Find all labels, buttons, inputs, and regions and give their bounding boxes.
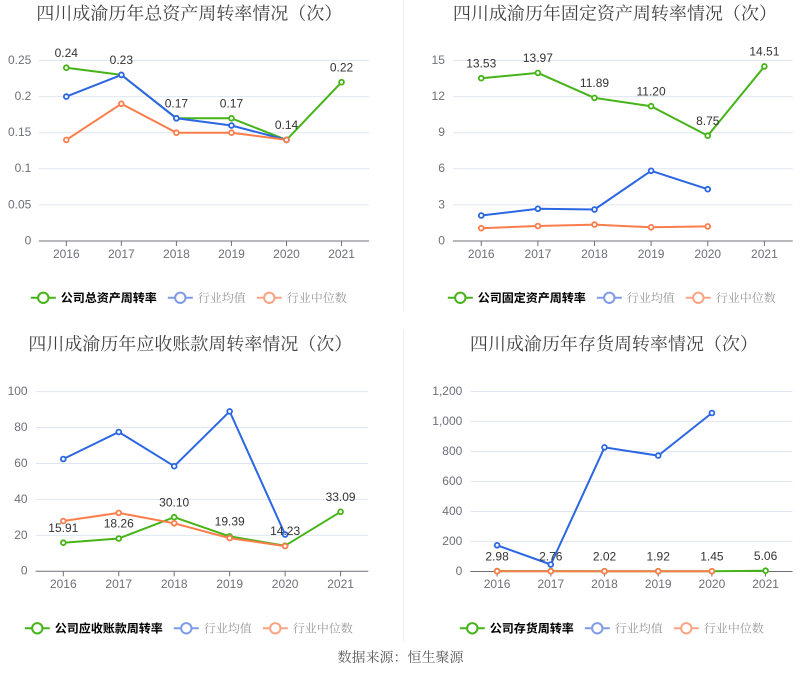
svg-text:1.45: 1.45 bbox=[700, 550, 724, 564]
svg-text:0.25: 0.25 bbox=[8, 53, 32, 67]
svg-text:0: 0 bbox=[21, 564, 28, 578]
svg-text:2018: 2018 bbox=[161, 577, 188, 591]
svg-text:2021: 2021 bbox=[752, 577, 779, 591]
svg-text:600: 600 bbox=[442, 474, 462, 488]
svg-text:33.09: 33.09 bbox=[326, 490, 356, 504]
svg-text:2019: 2019 bbox=[218, 247, 245, 261]
svg-text:3: 3 bbox=[438, 197, 445, 211]
svg-text:1,000: 1,000 bbox=[432, 414, 462, 428]
svg-text:11.20: 11.20 bbox=[637, 84, 666, 98]
svg-text:2021: 2021 bbox=[328, 247, 355, 261]
svg-text:2016: 2016 bbox=[484, 577, 511, 591]
svg-text:5.06: 5.06 bbox=[754, 549, 778, 563]
svg-text:800: 800 bbox=[442, 444, 462, 458]
svg-text:0.17: 0.17 bbox=[220, 97, 244, 111]
svg-text:2016: 2016 bbox=[50, 577, 77, 591]
svg-text:2020: 2020 bbox=[699, 577, 726, 591]
svg-text:2.98: 2.98 bbox=[485, 549, 509, 563]
svg-text:2018: 2018 bbox=[581, 247, 608, 261]
svg-text:6: 6 bbox=[438, 161, 445, 175]
svg-text:0.24: 0.24 bbox=[55, 46, 79, 60]
svg-text:12: 12 bbox=[432, 89, 446, 103]
svg-text:80: 80 bbox=[14, 420, 28, 434]
svg-text:2.76: 2.76 bbox=[539, 549, 563, 563]
svg-text:0.22: 0.22 bbox=[330, 60, 354, 74]
svg-text:0: 0 bbox=[456, 564, 463, 578]
svg-text:2021: 2021 bbox=[327, 577, 354, 591]
svg-text:2020: 2020 bbox=[694, 247, 721, 261]
svg-text:2017: 2017 bbox=[105, 577, 132, 591]
svg-text:2019: 2019 bbox=[638, 247, 665, 261]
svg-text:0.14: 0.14 bbox=[275, 118, 299, 132]
svg-text:40: 40 bbox=[14, 492, 28, 506]
svg-text:15: 15 bbox=[432, 53, 446, 67]
svg-text:13.53: 13.53 bbox=[466, 56, 496, 70]
svg-text:0.15: 0.15 bbox=[8, 125, 32, 139]
svg-text:19.39: 19.39 bbox=[215, 515, 245, 529]
svg-text:200: 200 bbox=[442, 534, 462, 548]
svg-text:2021: 2021 bbox=[751, 247, 778, 261]
svg-text:2017: 2017 bbox=[108, 247, 135, 261]
svg-text:2019: 2019 bbox=[645, 577, 672, 591]
svg-text:18.26: 18.26 bbox=[104, 517, 134, 531]
svg-text:2017: 2017 bbox=[537, 577, 564, 591]
svg-text:60: 60 bbox=[14, 456, 28, 470]
svg-text:15.91: 15.91 bbox=[48, 521, 78, 535]
svg-text:100: 100 bbox=[8, 384, 28, 398]
svg-text:2020: 2020 bbox=[272, 577, 299, 591]
svg-text:13.97: 13.97 bbox=[523, 51, 553, 65]
svg-text:0: 0 bbox=[438, 233, 445, 247]
svg-text:400: 400 bbox=[442, 504, 462, 518]
svg-text:2.02: 2.02 bbox=[593, 549, 617, 563]
svg-text:0.17: 0.17 bbox=[165, 97, 189, 111]
svg-text:0.1: 0.1 bbox=[15, 161, 32, 175]
svg-text:2020: 2020 bbox=[273, 247, 300, 261]
svg-text:2016: 2016 bbox=[53, 247, 80, 261]
svg-text:11.89: 11.89 bbox=[580, 76, 609, 90]
svg-text:8.75: 8.75 bbox=[696, 114, 720, 128]
svg-text:2016: 2016 bbox=[468, 247, 495, 261]
svg-text:2019: 2019 bbox=[216, 577, 243, 591]
svg-text:2018: 2018 bbox=[163, 247, 190, 261]
svg-text:1,200: 1,200 bbox=[432, 384, 462, 398]
svg-text:2018: 2018 bbox=[591, 577, 618, 591]
svg-text:0.05: 0.05 bbox=[8, 197, 32, 211]
svg-text:9: 9 bbox=[438, 125, 445, 139]
svg-text:0: 0 bbox=[25, 233, 32, 247]
svg-text:0.23: 0.23 bbox=[110, 53, 134, 67]
svg-text:30.10: 30.10 bbox=[159, 495, 189, 509]
svg-text:20: 20 bbox=[14, 528, 28, 542]
svg-text:0.2: 0.2 bbox=[15, 89, 32, 103]
svg-text:14.51: 14.51 bbox=[749, 45, 779, 59]
svg-text:14.23: 14.23 bbox=[270, 524, 300, 538]
svg-text:1.92: 1.92 bbox=[647, 549, 671, 563]
svg-text:2017: 2017 bbox=[525, 247, 552, 261]
